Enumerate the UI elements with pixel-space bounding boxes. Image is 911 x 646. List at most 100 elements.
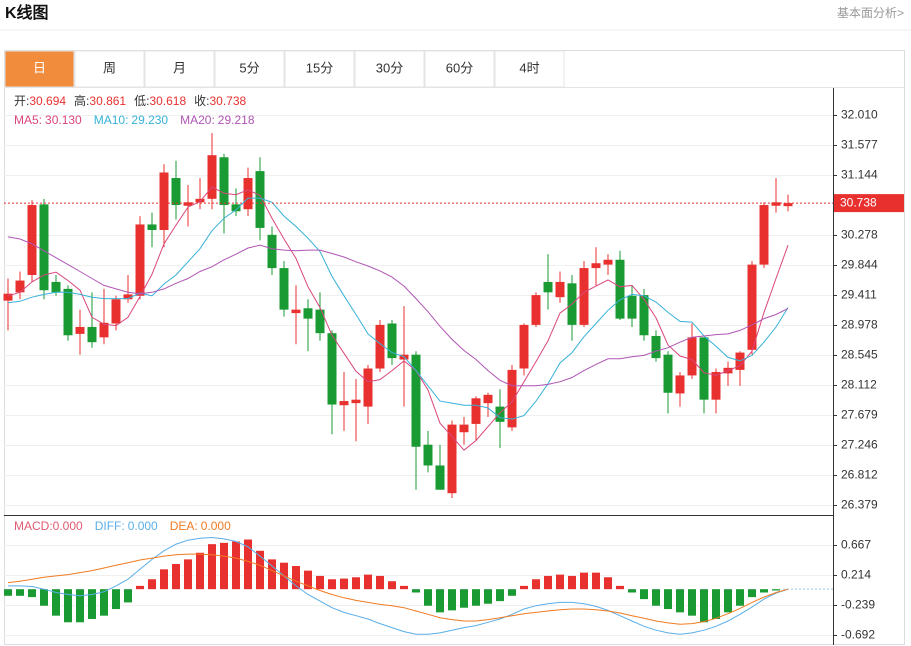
macd-bar xyxy=(712,589,720,619)
ma-line xyxy=(8,536,789,635)
y-tick-label: 32.010 xyxy=(841,108,878,122)
legend-value: 30.130 xyxy=(45,113,82,127)
tab-label[interactable]: 15分 xyxy=(306,60,333,75)
y-tick-label: 31.144 xyxy=(841,168,878,182)
macd-bar xyxy=(676,589,684,613)
last-price-box xyxy=(834,194,904,213)
candle-body xyxy=(363,368,373,407)
page-title: K线图 xyxy=(5,3,49,22)
candle-body xyxy=(543,281,553,293)
candle-body xyxy=(375,324,385,369)
candle-body xyxy=(603,259,613,265)
macd-bar xyxy=(16,589,24,596)
candle-body xyxy=(219,157,229,206)
candle-body xyxy=(459,424,469,433)
macd-bar xyxy=(412,589,420,593)
candle-body xyxy=(615,259,625,319)
tab-label[interactable]: 5分 xyxy=(239,60,259,75)
ma-line xyxy=(7,553,789,625)
y-tick-label: 27.246 xyxy=(841,438,878,452)
tab-label[interactable]: 周 xyxy=(103,60,116,75)
tab-label[interactable]: 4时 xyxy=(519,60,539,75)
candle-body xyxy=(591,263,601,269)
candle-body xyxy=(123,294,133,300)
macd-bar xyxy=(208,544,216,590)
ohlc-value: 30.618 xyxy=(149,94,186,108)
y-tick-label: 29.411 xyxy=(841,288,877,302)
candle-body xyxy=(303,308,313,319)
y-tick-label: -0.239 xyxy=(841,598,875,612)
tab[interactable] xyxy=(494,50,565,88)
macd-bar xyxy=(352,577,360,590)
candle-body xyxy=(183,202,193,206)
macd-bar xyxy=(268,559,276,590)
macd-bar xyxy=(400,585,408,590)
macd-bar xyxy=(448,589,456,611)
macd-bar xyxy=(460,589,468,608)
macd-bar xyxy=(616,585,624,590)
candle-body xyxy=(411,354,421,447)
macd-bar xyxy=(112,589,120,610)
macd-bar xyxy=(700,589,708,623)
legend-value: 0.000 xyxy=(53,519,83,533)
candle-body xyxy=(27,205,37,276)
y-tick-label: 29.844 xyxy=(841,258,878,272)
last-price-label: 30.738 xyxy=(840,195,877,209)
macd-bar xyxy=(88,589,96,619)
candle-body xyxy=(39,204,49,291)
candle-body xyxy=(99,322,109,338)
macd-bar xyxy=(652,589,660,606)
macd-bar xyxy=(592,572,600,590)
macd-bar xyxy=(376,575,384,590)
ohlc-label: 高: xyxy=(74,93,89,108)
tab[interactable] xyxy=(284,50,355,88)
tab[interactable] xyxy=(424,50,495,88)
ohlc-value: 30.694 xyxy=(29,94,66,108)
tab[interactable] xyxy=(4,50,75,88)
macd-bar xyxy=(316,575,324,590)
tab-label[interactable]: 日 xyxy=(33,60,46,75)
macd-bar xyxy=(580,572,588,590)
candle-body xyxy=(507,369,517,428)
macd-bar xyxy=(28,589,36,598)
tab[interactable] xyxy=(144,50,215,88)
tab-label[interactable]: 30分 xyxy=(376,60,403,75)
ohlc-info: 开:30.694 高:30.861 低:30.618 收:30.738 xyxy=(14,93,247,108)
candle-body xyxy=(651,335,661,359)
candle-body xyxy=(471,398,481,424)
macd-bar xyxy=(76,589,84,623)
tab[interactable] xyxy=(214,50,285,88)
candle-body xyxy=(291,309,301,314)
macd-bar xyxy=(52,589,60,616)
panel-frame xyxy=(4,50,905,645)
candle-body xyxy=(171,178,181,206)
candle-body xyxy=(747,264,757,350)
macd-bar xyxy=(472,589,480,606)
candle-body xyxy=(351,399,361,404)
candle-body xyxy=(147,224,157,230)
tab-label[interactable]: 60分 xyxy=(446,60,473,75)
macd-bar xyxy=(136,585,144,590)
macd-bar xyxy=(100,589,108,616)
macd-bar xyxy=(184,559,192,590)
y-tick-label: 30.278 xyxy=(841,228,878,242)
tab[interactable] xyxy=(74,50,145,88)
legend: MA5: 30.130 MA10: 29.230 MA20: 29.218 xyxy=(14,113,255,127)
macd-bar xyxy=(328,579,336,590)
candle-body xyxy=(63,288,73,336)
macd-bar xyxy=(304,570,312,590)
y-tick-label: 0.214 xyxy=(841,568,871,582)
tab-label[interactable]: 月 xyxy=(173,60,186,75)
macd-bar xyxy=(688,589,696,616)
candle-body xyxy=(87,326,97,343)
macd-bar xyxy=(172,564,180,590)
candle-body xyxy=(483,394,493,404)
tab[interactable] xyxy=(354,50,425,88)
fundamental-link[interactable]: 基本面分析> xyxy=(837,6,904,20)
legend: MACD:0.000 DIFF: 0.000 DEA: 0.000 xyxy=(14,519,231,533)
candle-body xyxy=(639,295,649,336)
macd-bar xyxy=(124,589,132,603)
candle-body xyxy=(279,268,289,310)
ma-line xyxy=(7,236,789,387)
macd-bar xyxy=(340,578,348,590)
